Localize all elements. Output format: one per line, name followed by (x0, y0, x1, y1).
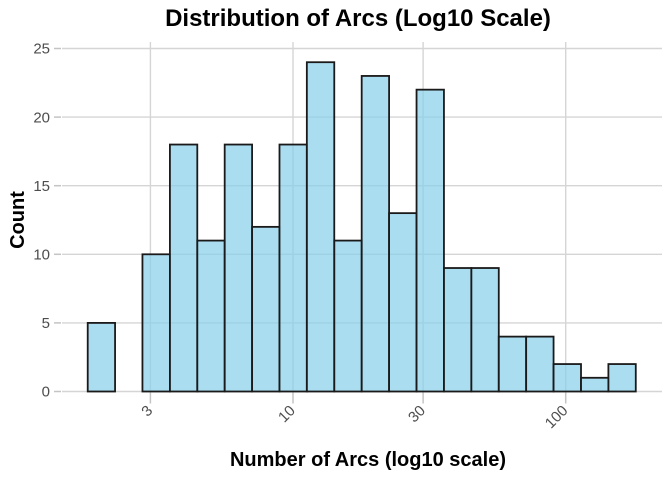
histogram-bar (169, 143, 199, 393)
x-tick-label: 100 (542, 402, 572, 432)
histogram-bar (333, 239, 363, 393)
y-tick-label: 5 (42, 315, 50, 332)
y-tick-label: 20 (33, 109, 50, 126)
histogram-bar (196, 239, 226, 393)
histogram-bar (360, 75, 390, 393)
axis-tick-marks (54, 47, 567, 404)
histogram-bar (141, 253, 171, 393)
histogram-bar (525, 335, 555, 393)
y-tick-label: 25 (33, 41, 50, 58)
histogram-bar (388, 212, 418, 393)
histogram-bar (415, 88, 445, 393)
chart-title: Distribution of Arcs (Log10 Scale) (165, 5, 551, 32)
histogram-bar (443, 267, 473, 393)
histogram-bar (278, 143, 308, 393)
histogram-bar (251, 225, 281, 393)
histogram-bar (223, 143, 253, 393)
y-tick-label: 0 (42, 384, 50, 401)
histogram-bar (497, 335, 528, 393)
y-axis-title: Count (7, 191, 29, 249)
histogram-bar (305, 61, 336, 393)
axis-tick-labels: 0 5 10 15 20 25 3 10 30 100 (33, 41, 571, 432)
y-tick-label: 15 (33, 178, 50, 195)
histogram-bars (86, 61, 637, 393)
y-tick-label: 10 (33, 247, 50, 264)
histogram-bar (552, 363, 582, 393)
x-tick-label: 3 (138, 402, 156, 420)
x-tick-label: 30 (405, 402, 429, 426)
histogram-bar (86, 321, 116, 393)
x-axis-title: Number of Arcs (log10 scale) (230, 449, 506, 471)
histogram-bar (580, 376, 610, 393)
histogram-bar (607, 363, 637, 393)
histogram-bar (470, 267, 500, 393)
x-tick-label: 10 (275, 402, 299, 426)
